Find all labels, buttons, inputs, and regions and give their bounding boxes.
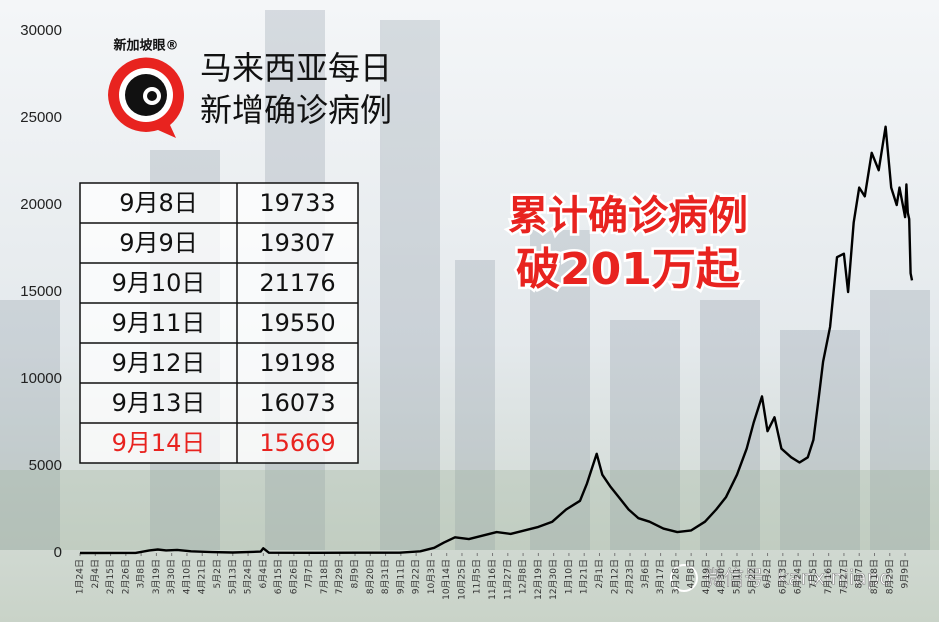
- logo-text: 新加坡眼®: [113, 38, 178, 54]
- x-tick-label: 9月11日: [395, 559, 406, 594]
- x-tick-label: 12月8日: [518, 559, 529, 594]
- table-value: 16073: [259, 389, 335, 417]
- x-tick-label: 8月31日: [380, 559, 391, 594]
- x-tick-label: 5月24日: [243, 559, 254, 594]
- x-tick-label: 5月11日: [731, 559, 742, 594]
- x-tick-label: 8月7日: [854, 559, 865, 588]
- x-tick-label: 3月28日: [670, 559, 681, 594]
- x-tick-label: 7月18日: [319, 559, 330, 594]
- watermark-text: 微信号: kanxinjiapo: [704, 566, 892, 590]
- table-value: 19307: [259, 229, 335, 257]
- ground: [0, 470, 939, 550]
- line: [79, 125, 914, 555]
- x-tick-label: 5月22日: [747, 559, 758, 594]
- x-tick-label: 2月23日: [625, 559, 636, 594]
- x-tick-label: 3月30日: [166, 559, 177, 594]
- x-tick-label: 3月19日: [151, 559, 162, 594]
- table-date: 9月14日: [112, 429, 206, 457]
- x-tick-label: 4月10日: [181, 559, 192, 594]
- annotation: 破201万起: [516, 244, 741, 295]
- x-tick-label: 6月26日: [288, 559, 299, 594]
- x-tick-label: 4月30日: [716, 559, 727, 594]
- x-tick-label: 10月14日: [441, 559, 452, 600]
- x-tick-label: 8月18日: [869, 559, 880, 594]
- table-date: 9月10日: [112, 269, 206, 297]
- watermark: 微信号: kanxinjiapo: [670, 564, 892, 592]
- y-tick-label: 10000: [20, 370, 62, 387]
- table-date: 9月8日: [119, 189, 198, 217]
- x-tick-label: 1月10日: [563, 559, 574, 594]
- x-tick-label: 7月27日: [838, 559, 849, 594]
- x-tick-label: 6月15日: [273, 559, 284, 594]
- x-tick-label: 2月12日: [609, 559, 620, 594]
- y-tick-label: 25000: [20, 109, 62, 126]
- x-tick-label: 11月27日: [502, 559, 513, 600]
- table-date: 9月12日: [112, 349, 206, 377]
- x-tick-label: 7月5日: [808, 559, 819, 588]
- x-tick-label: 2月1日: [594, 559, 605, 588]
- x-tick-label: 4月8日: [686, 559, 697, 588]
- x-tick-label: 4月21日: [197, 559, 208, 594]
- chart-title: 马来西亚每日: [200, 49, 392, 87]
- x-tick-label: 5月2日: [212, 559, 223, 588]
- x-tick-label: 6月4日: [258, 559, 269, 588]
- x-tick-label: 2月4日: [90, 559, 101, 588]
- x-tick-label: 8月29日: [884, 559, 895, 594]
- x-tick-label: 7月16日: [823, 559, 834, 594]
- chart-title: 新增确诊病例: [200, 91, 392, 129]
- x-tick-label: 10月3日: [426, 559, 437, 594]
- x-tick-label: 12月30日: [548, 559, 559, 600]
- table-value: 19733: [259, 189, 335, 217]
- y-tick-label: 5000: [29, 457, 62, 474]
- annotation: 累计确诊病例: [508, 193, 748, 239]
- x-tick-label: 8月9日: [350, 559, 361, 588]
- table-value: 19550: [259, 309, 335, 337]
- x-tick-label: 7月7日: [304, 559, 315, 588]
- x-tick-label: 10月25日: [456, 559, 467, 600]
- x-tick-label: 12月19日: [533, 559, 544, 600]
- x-tick-label: 3月17日: [655, 559, 666, 594]
- x-tick-label: 11月5日: [472, 559, 483, 594]
- y-tick-label: 15000: [20, 283, 62, 300]
- x-tick-label: 6月2日: [762, 559, 773, 588]
- x-tick-label: 6月13日: [777, 559, 788, 594]
- x-tick-label: 1月24日: [75, 559, 86, 594]
- y-tick-label: 20000: [20, 196, 62, 213]
- x-tick-label: 5月13日: [227, 559, 238, 594]
- y-tick-label: 0: [54, 544, 62, 561]
- logo: 新加坡眼®: [108, 38, 184, 138]
- x-tick-label: 9月9日: [900, 559, 911, 588]
- table-value: 15669: [259, 429, 335, 457]
- x-tick-label: 8月20日: [365, 559, 376, 594]
- x-tick-label: 11月16日: [487, 559, 498, 600]
- x-tick-label: 1月21日: [579, 559, 590, 594]
- data-table: 9月8日 19733 9月9日 19307 9月10日 21176 9月11日 19550 9月…: [79, 182, 359, 464]
- x-tick-label: 3月6日: [640, 559, 651, 588]
- y-tick-label: 30000: [20, 22, 62, 39]
- table-date: 9月9日: [119, 229, 198, 257]
- x-tick-label: 9月22日: [411, 559, 422, 594]
- table-value: 21176: [259, 269, 335, 297]
- table-date: 9月11日: [112, 309, 206, 337]
- x-tick-label: 4月19日: [701, 559, 712, 594]
- x-tick-label: 2月15日: [105, 559, 116, 594]
- table-date: 9月13日: [112, 389, 206, 417]
- table-background: [79, 182, 359, 464]
- x-tick-label: 3月8日: [136, 559, 147, 588]
- table-value: 19198: [259, 349, 335, 377]
- x-tick-label: 2月26日: [120, 559, 131, 594]
- x-tick-label: 7月29日: [334, 559, 345, 594]
- x-tick-label: 6月24日: [793, 559, 804, 594]
